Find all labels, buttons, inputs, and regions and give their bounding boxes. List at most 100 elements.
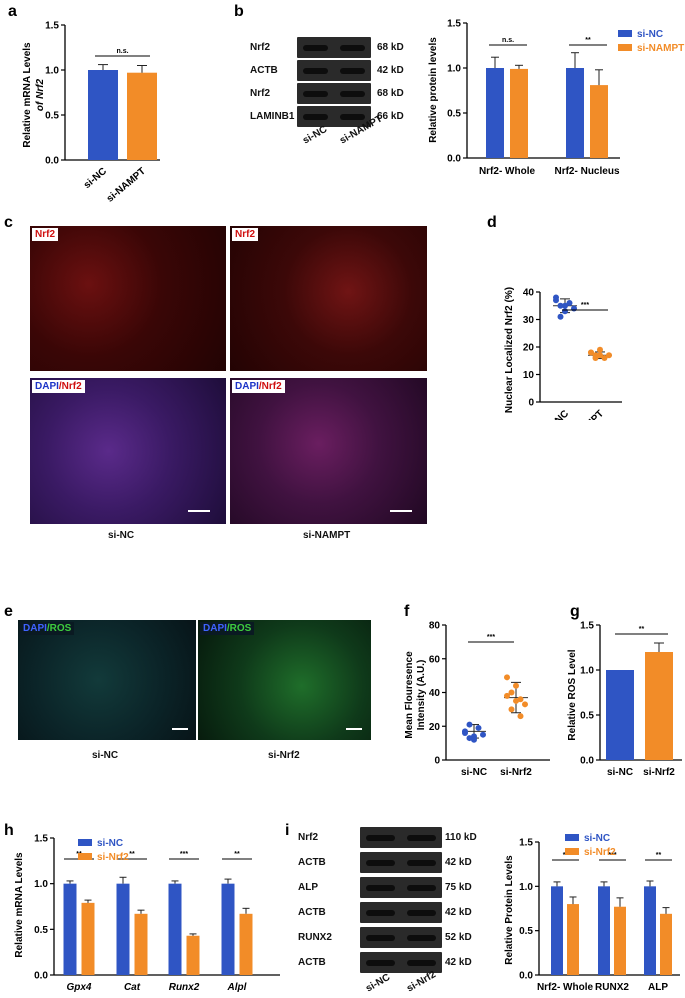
panel-label-h: h [4,822,14,839]
data-point [508,689,515,696]
blot-row-label: Nrf2 [298,831,319,843]
chart-a: 0.0 0.5 1.0 1.5 Relative mRNA Levels of Nrf2 s… [22,21,160,205]
blot-band [340,90,365,97]
data-point [513,682,519,689]
blot-band [303,113,328,120]
blot-band-strip [297,60,371,81]
legend-label: si-NAMPT [637,43,684,54]
bar [567,904,579,975]
bar [186,935,200,975]
blot-band-strip [297,106,371,127]
data-point [571,305,577,312]
panel-label-b: b [234,3,244,20]
legend-swatch [565,834,579,841]
chart-g: 0.0 0.5 1.0 1.5 Relative ROS Level si-NC si-Nr… [567,621,682,778]
significance-label: *** [581,302,589,309]
blot-kd-label: 42 kD [445,856,472,868]
data-point [471,736,477,743]
blot-band [366,834,395,841]
x-tick-label: si-NC [545,408,571,420]
bar [127,72,157,160]
blot-row-label: ACTB [250,64,278,76]
bar [614,906,626,975]
data-point [557,313,564,320]
blot-row-label: ACTB [298,906,326,918]
blot-band [366,909,395,916]
significance-label: ** [639,626,645,633]
significance-label: ** [563,852,569,859]
x-tick-label: si-NAMPT [565,408,606,420]
y-tick-label: 1.5 [580,621,594,632]
micro-e-caption-sinc: si-NC [92,750,119,761]
legend-swatch [78,839,92,846]
blot-band [407,884,436,891]
micro-c-nrf2-sinampt: Nrf2 [230,226,427,371]
bar [660,913,672,975]
panel-label-i: i [285,822,290,839]
micro-tag: DAPI/Nrf2 [32,380,85,393]
y-tick-label: 60 [429,654,441,665]
y-axis-label: Relative mRNA Levels [14,852,25,958]
blot-band [340,67,365,74]
blot-row-label: LAMINB1 [250,110,295,122]
micro-tag: DAPI/ROS [200,622,255,635]
significance-label: ** [234,851,240,858]
blot-band [407,834,436,841]
data-point [557,302,564,309]
blot-kd-label: 42 kD [377,64,404,76]
y-tick-label: 0.5 [45,111,59,122]
y-tick-label: 0.0 [45,156,59,167]
y-tick-label: 0 [528,398,534,409]
y-tick-label: 1.0 [45,66,59,77]
blot-row-label: Nrf2 [250,87,271,99]
y-tick-label: 1.5 [447,19,461,30]
micro-c-merge-sinampt: DAPI/Nrf2 [230,378,427,524]
y-tick-label: 1.5 [519,838,533,849]
micro-tag: Nrf2 [32,228,59,241]
micro-c-merge-sinc: DAPI/Nrf2 [30,378,226,524]
data-point [466,735,473,742]
micro-c-nrf2-sinc: Nrf2 [30,226,226,371]
data-point [553,294,559,301]
y-tick-label: 0.0 [34,971,48,982]
blot-band [303,44,328,51]
x-tick-label: si-NC [607,767,633,778]
data-point [475,724,482,731]
chart-f: 0 20 40 60 80 Mean Flouresence Intensity (A.U.… [404,621,550,778]
x-tick-label: Gpx4 [66,982,91,993]
y-tick-label: 40 [523,288,535,299]
data-point [508,706,515,713]
blot-band [303,67,328,74]
y-tick-label: 1.5 [34,834,48,845]
legend-label: si-NC [97,838,123,849]
micro-tag: DAPI/Nrf2 [232,380,285,393]
bar [590,85,608,158]
chart-b: 0.0 0.5 1.0 1.5 Relative protein levels Nrf2-… [428,19,684,178]
blot-band-strip [360,927,442,948]
blot-row-label: ACTB [298,956,326,968]
x-tick-label: Alpl [227,982,247,993]
chart-d: 0 10 20 30 40 Nuclear Localized Nrf2 (%) si-NC… [504,287,622,420]
legend-label: si-NC [637,29,663,40]
y-axis-label-line2: of Nrf2 [35,78,46,111]
blot-band [407,934,436,941]
y-tick-label: 0.0 [580,756,594,767]
y-axis-label: Mean Flouresence [404,651,415,739]
blot-band [366,959,395,966]
bar [239,913,253,975]
blot-band [407,859,436,866]
bar [168,883,182,975]
y-tick-label: 40 [429,688,441,699]
y-tick-label: 1.5 [45,21,59,32]
panel-label-e: e [4,603,13,620]
blot-band [340,44,365,51]
y-tick-label: 0 [434,756,440,767]
legend-swatch [618,30,632,37]
data-point [466,721,473,728]
bar [81,902,95,975]
x-tick-label: ALP [648,982,668,993]
blot-kd-label: 52 kD [445,931,472,943]
bar [88,70,118,160]
blot-kd-label: 42 kD [445,906,472,918]
legend-swatch [618,44,632,51]
